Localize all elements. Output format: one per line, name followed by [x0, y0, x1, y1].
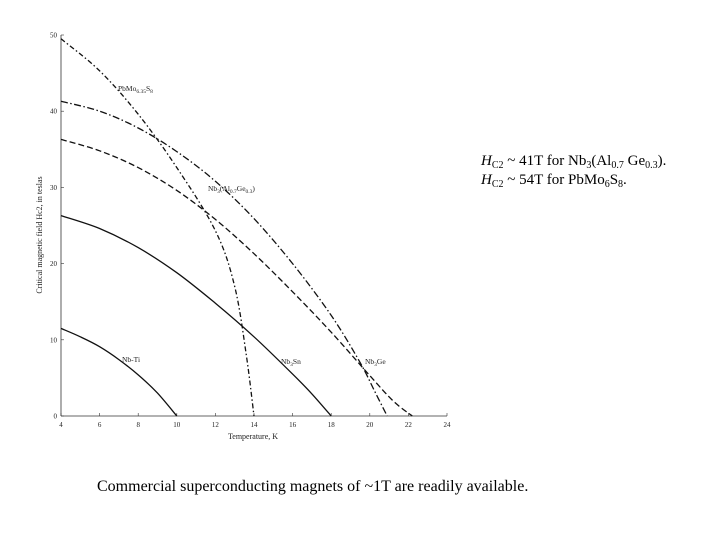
- curve-label-3: Nb3(Al0.7Ge0.3): [208, 184, 255, 195]
- y-tick-label: 10: [50, 336, 58, 344]
- curve-2: [60, 138, 413, 417]
- x-tick-label: 4: [59, 421, 63, 429]
- curve-3: [60, 100, 388, 417]
- curve-label-0: Nb-Ti: [122, 355, 140, 364]
- curve-label-2: Nb3Ge: [365, 357, 386, 368]
- x-tick-label: 14: [251, 421, 259, 429]
- x-tick-label: 8: [136, 421, 140, 429]
- x-tick-label: 12: [212, 421, 220, 429]
- caption: Commercial superconducting magnets of ~1…: [97, 478, 529, 495]
- hc2-note-pbmos: HC2 ~ 54T for PbMo6S8.: [481, 172, 627, 190]
- x-tick-label: 18: [328, 421, 336, 429]
- curve-1: [60, 214, 332, 417]
- y-tick-label: 20: [50, 260, 58, 268]
- y-axis-label: Critical magnetic field Hc2, in teslas: [35, 176, 44, 293]
- curve-0: [60, 327, 178, 417]
- y-tick-label: 30: [50, 184, 58, 192]
- x-tick-label: 16: [289, 421, 297, 429]
- y-tick-label: 40: [50, 108, 58, 116]
- hc2-vs-temperature-chart: 4 6 8 10 12 14 16 18 20 22 24 0 10 20 30 40 50 Nb-Ti Nb3S…: [35, 32, 452, 442]
- y-tick-label: 0: [54, 413, 58, 421]
- x-tick-label: 22: [405, 421, 413, 429]
- x-tick-label: 10: [173, 421, 181, 429]
- x-tick-label: 20: [366, 421, 374, 429]
- x-tick-label: 24: [444, 421, 452, 429]
- curve-4: [60, 38, 255, 417]
- hc2-note-nb3alge: HC2 ~ 41T for Nb3(Al0.7 Ge0.3).: [481, 153, 667, 171]
- y-tick-label: 50: [50, 32, 58, 40]
- x-axis-label: Temperature, K: [228, 432, 278, 441]
- curve-label-1: Nb3Sn: [281, 357, 301, 368]
- curve-label-4: PbMo6.35S8: [118, 84, 153, 95]
- x-tick-label: 6: [98, 421, 102, 429]
